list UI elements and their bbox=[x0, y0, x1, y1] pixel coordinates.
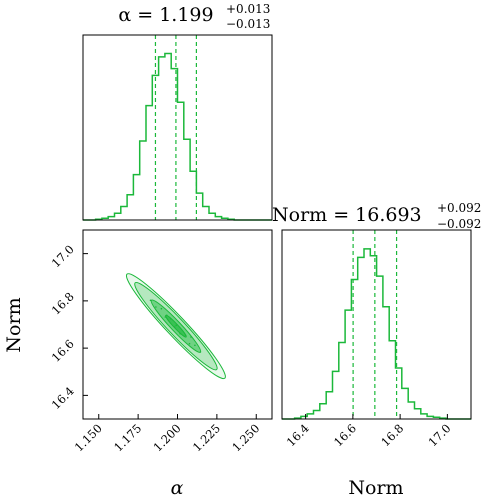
norm-histogram-plot bbox=[282, 230, 472, 420]
contour-x-tick-label-1: 1.175 bbox=[111, 421, 144, 454]
contour-x-axis-title: α bbox=[171, 477, 184, 499]
norm-x-tick-label-3: 17.0 bbox=[425, 421, 453, 449]
contour-sample-point-7 bbox=[173, 326, 176, 328]
contour-y-tick-label-3: 17.0 bbox=[49, 242, 77, 270]
contour-y-axis-title: Norm bbox=[3, 297, 25, 352]
contour-sample-point-3 bbox=[166, 314, 168, 317]
alpha-histogram-plot bbox=[83, 35, 272, 221]
contour-panel: 1.150 1.175 1.200 1.225 1.250 16.4 16.6 16.8 17… bbox=[3, 229, 273, 499]
alpha-title: α = 1.199 bbox=[118, 4, 213, 26]
contour-sample-point-10 bbox=[190, 336, 192, 338]
contour-sample-point-9 bbox=[184, 334, 187, 337]
norm-x-tick-label-0: 16.4 bbox=[284, 421, 312, 449]
alpha-histogram-panel: α = 1.199 +0.013 −0.013 bbox=[82, 2, 273, 221]
alpha-title-base: α = 1.199 bbox=[118, 4, 213, 26]
contour-plot bbox=[125, 273, 226, 380]
norm-histogram-frame bbox=[281, 229, 472, 420]
contour-x-tick-label-4: 1.250 bbox=[229, 421, 262, 454]
contour-y-tick-label-1: 16.6 bbox=[49, 337, 77, 365]
alpha-title-sub: −0.013 bbox=[226, 17, 270, 31]
contour-y-tick-label-0: 16.4 bbox=[49, 384, 77, 412]
norm-title: Norm = 16.693 bbox=[272, 204, 422, 226]
contour-sample-point-4 bbox=[164, 316, 167, 318]
norm-x-tick-label-2: 16.8 bbox=[378, 421, 406, 449]
norm-histogram-panel: Norm = 16.693 +0.092 −0.092 16.4 16.6 16.8… bbox=[272, 201, 481, 499]
contour-sample-point-5 bbox=[169, 317, 172, 320]
alpha-title-sup: +0.013 bbox=[226, 2, 270, 16]
norm-x-tick-label-1: 16.6 bbox=[331, 421, 359, 449]
contour-x-tick-label-0: 1.150 bbox=[72, 421, 105, 454]
norm-x-axis-title: Norm bbox=[348, 477, 403, 499]
contour-sample-point-13 bbox=[199, 351, 202, 353]
contour-x-tick-label-3: 1.225 bbox=[190, 421, 223, 454]
norm-title-base: Norm = 16.693 bbox=[272, 204, 422, 226]
contour-y-tick-label-2: 16.8 bbox=[49, 289, 77, 317]
contour-sample-point-2 bbox=[160, 307, 163, 310]
alpha-histogram-step bbox=[83, 52, 272, 221]
alpha-histogram-frame bbox=[82, 34, 273, 221]
contour-sample-point-0 bbox=[149, 299, 152, 302]
contour-sample-point-6 bbox=[175, 324, 177, 327]
norm-histogram-step bbox=[282, 248, 472, 420]
contour-x-ticks: 1.150 1.175 1.200 1.225 1.250 bbox=[72, 414, 262, 454]
contour-sample-point-12 bbox=[194, 344, 196, 347]
contour-x-tick-label-2: 1.200 bbox=[150, 421, 183, 454]
contour-sample-point-8 bbox=[179, 332, 181, 335]
contour-sample-point-11 bbox=[188, 342, 191, 345]
contour-y-ticks: 16.4 16.6 16.8 17.0 bbox=[49, 242, 88, 412]
norm-title-sup: +0.092 bbox=[437, 201, 481, 215]
norm-title-sub: −0.092 bbox=[437, 217, 481, 231]
contour-sample-point-1 bbox=[155, 306, 157, 308]
